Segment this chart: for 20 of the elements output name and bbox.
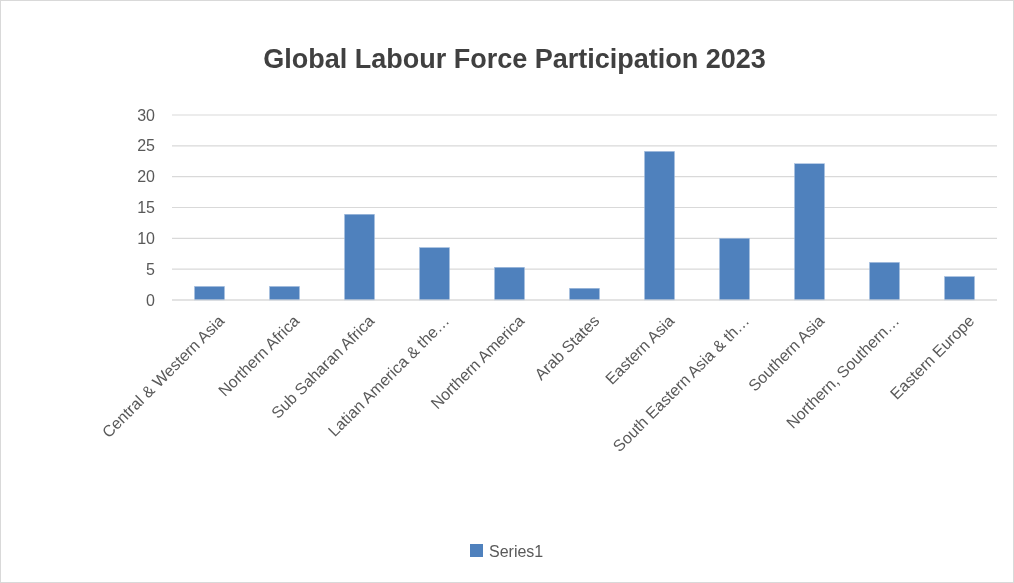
y-tick-label: 5 <box>146 260 156 278</box>
y-tick-label: 30 <box>137 106 156 124</box>
bar <box>794 163 825 301</box>
bar <box>344 214 375 301</box>
y-tick-label: 10 <box>137 229 156 247</box>
bar <box>869 262 900 301</box>
bar <box>194 286 225 301</box>
bar <box>944 276 975 301</box>
bar <box>644 151 675 301</box>
legend-label: Series1 <box>489 542 544 560</box>
y-tick-label: 0 <box>146 291 156 309</box>
bar <box>269 286 300 301</box>
chart-title: Global Labour Force Participation 2023 <box>263 44 766 74</box>
bar <box>569 288 600 301</box>
y-tick-label: 25 <box>137 137 156 155</box>
y-tick-label: 20 <box>137 168 156 186</box>
bar <box>419 247 450 301</box>
y-tick-label: 15 <box>137 199 156 217</box>
bar <box>494 267 525 301</box>
bar <box>719 238 750 301</box>
